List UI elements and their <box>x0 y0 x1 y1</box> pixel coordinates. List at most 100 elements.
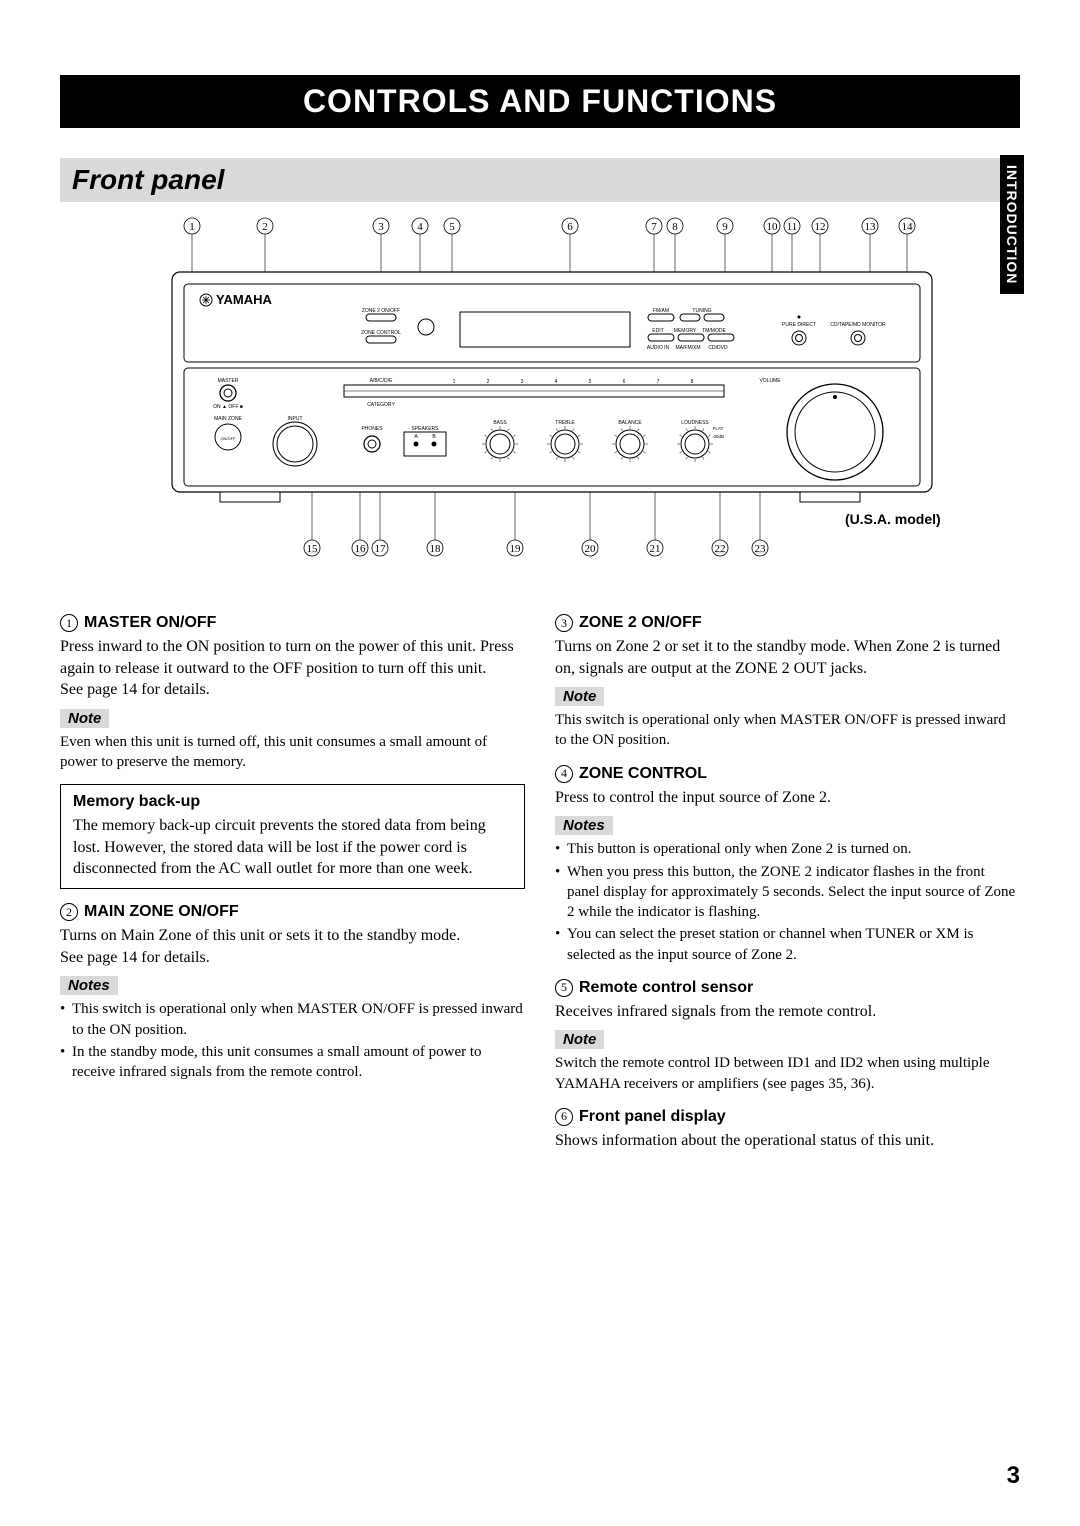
item-5-note: Switch the remote control ID between ID1… <box>555 1053 1020 1094</box>
list-item: When you press this button, the ZONE 2 i… <box>555 862 1020 923</box>
item-4-title: ZONE CONTROL <box>579 765 707 783</box>
svg-text:CD/DVD: CD/DVD <box>708 345 728 351</box>
svg-text:4: 4 <box>417 221 423 233</box>
list-item: You can select the preset station or cha… <box>555 924 1020 965</box>
circled-number-icon: 2 <box>60 903 78 921</box>
svg-text:ON/OFF: ON/OFF <box>220 436 236 441</box>
item-5-heading: 5 Remote control sensor <box>555 979 1020 997</box>
svg-text:8: 8 <box>672 221 678 233</box>
svg-text:CD/TAPE/MD MONITOR: CD/TAPE/MD MONITOR <box>830 322 886 328</box>
svg-text:MEMORY: MEMORY <box>674 328 697 334</box>
list-item: This button is operational only when Zon… <box>555 839 1020 859</box>
svg-text:ZONE CONTROL: ZONE CONTROL <box>361 330 401 336</box>
circled-number-icon: 4 <box>555 765 573 783</box>
svg-text:TREBLE: TREBLE <box>555 420 575 426</box>
svg-text:11: 11 <box>787 221 798 233</box>
item-3-title: ZONE 2 ON/OFF <box>579 614 702 632</box>
item-1-see: See page 14 for details. <box>60 679 525 701</box>
svg-text:6: 6 <box>567 221 573 233</box>
svg-text:YAMAHA: YAMAHA <box>216 292 272 307</box>
svg-text:22: 22 <box>715 543 726 555</box>
item-1-note: Even when this unit is turned off, this … <box>60 732 525 773</box>
circled-number-icon: 6 <box>555 1108 573 1126</box>
svg-text:FM/AM: FM/AM <box>653 308 669 314</box>
memory-backup-box: Memory back-up The memory back-up circui… <box>60 784 525 889</box>
svg-text:1: 1 <box>453 379 456 385</box>
section-heading: Front panel <box>60 158 1020 202</box>
item-6-body: Shows information about the operational … <box>555 1130 1020 1152</box>
svg-text:FLAT: FLAT <box>713 426 724 431</box>
item-2-see: See page 14 for details. <box>60 947 525 969</box>
svg-text:1: 1 <box>189 221 195 233</box>
svg-text:2: 2 <box>262 221 268 233</box>
page-title-bar: CONTROLS AND FUNCTIONS <box>60 75 1020 128</box>
item-4-body: Press to control the input source of Zon… <box>555 787 1020 809</box>
item-4-heading: 4 ZONE CONTROL <box>555 765 1020 783</box>
circled-number-icon: 3 <box>555 614 573 632</box>
svg-text:BASS: BASS <box>493 420 507 426</box>
item-2-body: Turns on Main Zone of this unit or sets … <box>60 925 525 947</box>
svg-text:4: 4 <box>555 379 558 385</box>
svg-text:3: 3 <box>378 221 384 233</box>
svg-text:23: 23 <box>755 543 767 555</box>
item-5-title: Remote control sensor <box>579 979 753 997</box>
note-label: Note <box>555 1030 604 1049</box>
page-number: 3 <box>1007 1462 1020 1490</box>
svg-text:MASTER: MASTER <box>218 378 239 384</box>
note-label: Note <box>60 709 109 728</box>
item-2-title: MAIN ZONE ON/OFF <box>84 903 239 921</box>
svg-text:BALANCE: BALANCE <box>618 420 642 426</box>
item-3-body: Turns on Zone 2 or set it to the standby… <box>555 636 1020 679</box>
item-5-body: Receives infrared signals from the remot… <box>555 1001 1020 1023</box>
item-1-title: MASTER ON/OFF <box>84 614 216 632</box>
svg-text:5: 5 <box>589 379 592 385</box>
front-panel-diagram: 1234567891011121314 151617181920212223 Y… <box>60 212 1020 592</box>
svg-text:6: 6 <box>623 379 626 385</box>
svg-text:3: 3 <box>521 379 524 385</box>
svg-text:16: 16 <box>355 543 367 555</box>
svg-text:7: 7 <box>657 379 660 385</box>
svg-text:CATEGORY: CATEGORY <box>367 402 395 408</box>
svg-text:19: 19 <box>510 543 522 555</box>
svg-text:5: 5 <box>449 221 455 233</box>
item-6-title: Front panel display <box>579 1108 726 1126</box>
item-3-note: This switch is operational only when MAS… <box>555 710 1020 751</box>
svg-text:INPUT: INPUT <box>288 416 303 422</box>
svg-text:(U.S.A. model): (U.S.A. model) <box>845 511 941 527</box>
item-2-heading: 2 MAIN ZONE ON/OFF <box>60 903 525 921</box>
right-column: 3 ZONE 2 ON/OFF Turns on Zone 2 or set i… <box>555 600 1020 1151</box>
svg-text:21: 21 <box>650 543 661 555</box>
svg-text:A/B/C/D/E: A/B/C/D/E <box>370 378 393 384</box>
svg-text:EDIT: EDIT <box>652 328 663 334</box>
note-label: Note <box>555 687 604 706</box>
list-item: In the standby mode, this unit consumes … <box>60 1042 525 1083</box>
svg-text:2: 2 <box>487 379 490 385</box>
item-4-bullets: This button is operational only when Zon… <box>555 839 1020 965</box>
svg-text:8: 8 <box>691 379 694 385</box>
svg-text:MA/FM/XM: MA/FM/XM <box>676 345 701 351</box>
svg-text:LOUDNESS: LOUDNESS <box>681 420 709 426</box>
svg-text:ZONE 2 ON/OFF: ZONE 2 ON/OFF <box>362 308 400 314</box>
svg-text:-30dB: -30dB <box>712 434 724 439</box>
item-2-bullets: This switch is operational only when MAS… <box>60 999 525 1082</box>
note-label: Notes <box>555 816 613 835</box>
svg-text:9: 9 <box>722 221 728 233</box>
svg-text:14: 14 <box>902 221 914 233</box>
circled-number-icon: 1 <box>60 614 78 632</box>
svg-text:ON ▲ OFF ■: ON ▲ OFF ■ <box>213 404 243 410</box>
svg-text:TUNING: TUNING <box>692 308 711 314</box>
memory-box-title: Memory back-up <box>73 793 512 811</box>
left-column: 1 MASTER ON/OFF Press inward to the ON p… <box>60 600 525 1151</box>
svg-text:TM/MODE: TM/MODE <box>702 328 726 334</box>
circled-number-icon: 5 <box>555 979 573 997</box>
svg-text:MAIN ZONE: MAIN ZONE <box>214 416 242 422</box>
svg-text:7: 7 <box>651 221 657 233</box>
memory-box-body: The memory back-up circuit prevents the … <box>73 815 512 880</box>
svg-text:SPEAKERS: SPEAKERS <box>412 426 440 432</box>
svg-text:15: 15 <box>307 543 319 555</box>
item-1-body: Press inward to the ON position to turn … <box>60 636 525 679</box>
svg-text:12: 12 <box>815 221 826 233</box>
svg-text:PURE DIRECT: PURE DIRECT <box>782 322 816 328</box>
note-label: Notes <box>60 976 118 995</box>
svg-text:VOLUME: VOLUME <box>759 378 781 384</box>
